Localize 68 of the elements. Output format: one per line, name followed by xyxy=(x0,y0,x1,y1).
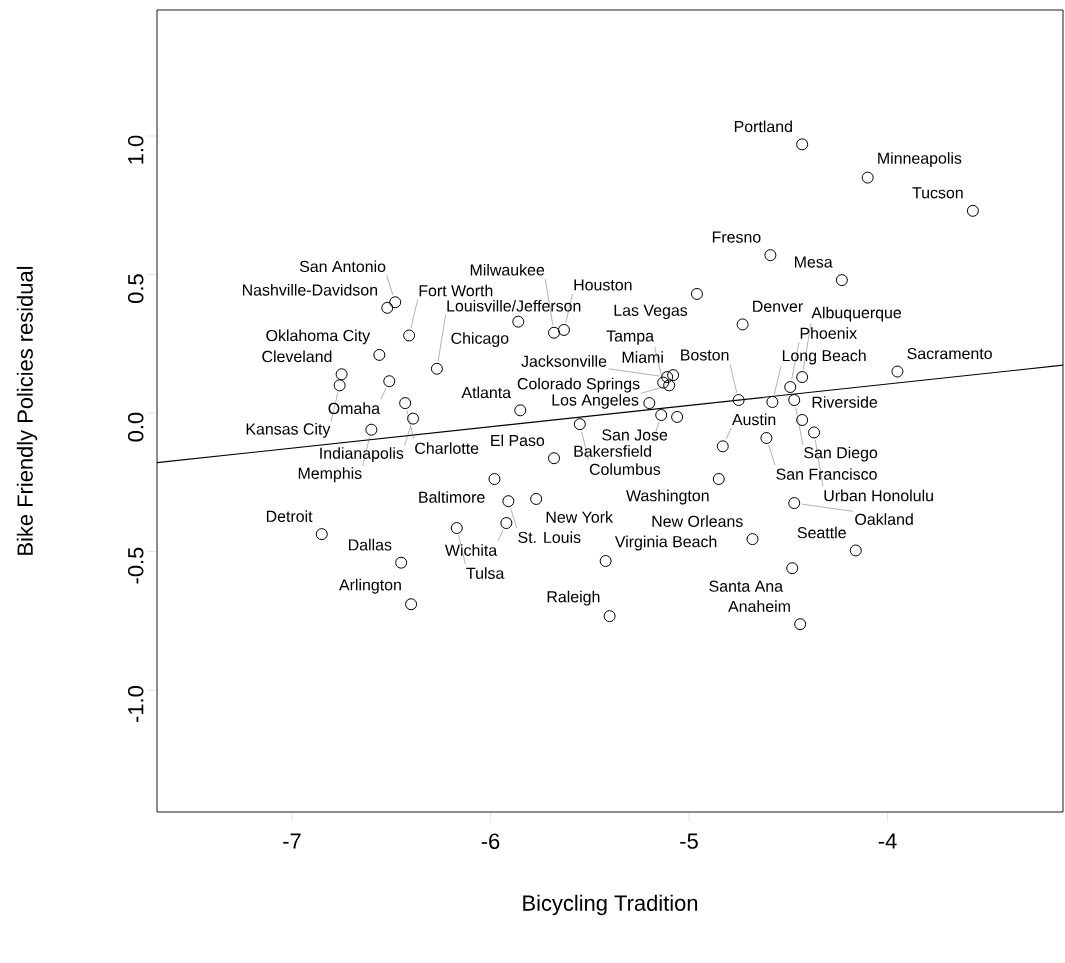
annotation: Raleigh xyxy=(547,590,600,606)
annotation: Houston xyxy=(574,279,632,291)
annotation: Colorado Springs xyxy=(517,377,640,393)
annotation: Tampa xyxy=(606,330,655,345)
annotation: Oakland xyxy=(855,513,913,525)
annotation: Santa Ana xyxy=(709,580,784,592)
annotation: Atlanta xyxy=(461,386,512,399)
annotation: Memphis xyxy=(298,467,362,483)
annotation: San Antonio xyxy=(299,260,386,273)
annotation: Seattle xyxy=(797,526,846,539)
annotation: Long Beach xyxy=(782,349,866,365)
annotation: Arlington xyxy=(339,578,401,594)
annotation: Denver xyxy=(753,300,803,312)
y-tick-label: 1.0 xyxy=(127,135,144,164)
annotation: New Orleans xyxy=(652,515,743,527)
x-axis-title: Bicycling Tradition xyxy=(523,894,698,916)
annotation: Jacksonville xyxy=(521,355,607,367)
annotation: Wichita xyxy=(444,544,498,556)
annotation: Los Angeles xyxy=(552,393,639,409)
annotation: San Diego xyxy=(804,446,878,462)
annotation: Baltimore xyxy=(419,491,485,503)
annotation: Portland xyxy=(734,120,792,133)
annotation: Charlotte xyxy=(415,442,479,454)
annotation: El Paso xyxy=(491,434,545,447)
annotation: St. Louis xyxy=(518,531,581,544)
annotation: Washington xyxy=(626,489,709,505)
annotation: San Jose xyxy=(602,429,668,441)
annotation: Omaha xyxy=(328,402,381,415)
y-tick-label: -0.5 xyxy=(127,547,144,584)
annotation: Mesa xyxy=(795,256,833,268)
annotation: Chicago xyxy=(451,332,509,348)
x-tick-label: -4 xyxy=(878,833,897,849)
annotation: Virginia Beach xyxy=(614,535,717,551)
y-tick-label: -1.0 xyxy=(127,686,144,723)
annotation: Minneapolis xyxy=(878,152,962,168)
annotation: Bakersfield xyxy=(574,445,651,457)
annotation: New York xyxy=(546,511,614,523)
annotation: Albuquerque xyxy=(811,306,902,322)
y-tick-label: 0.0 xyxy=(127,412,144,442)
annotation: Sacramento xyxy=(907,347,992,360)
annotation: Tucson xyxy=(912,187,963,199)
annotation: Urban Honolulu xyxy=(824,489,933,502)
annotation: Fresno xyxy=(712,231,761,243)
annotation: Detroit xyxy=(266,510,313,522)
annotation: Columbus xyxy=(589,463,661,476)
annotation: Fort Worth xyxy=(419,284,493,297)
y-axis-title: Bike Friendly Policies residual xyxy=(16,266,38,555)
x-tick-label: -5 xyxy=(680,833,698,849)
annotation: Milwaukee xyxy=(470,263,545,276)
annotation: Louisville/Jefferson xyxy=(447,299,581,312)
annotation: Las Vegas xyxy=(614,304,688,320)
annotation: San Francisco xyxy=(776,468,877,480)
y-tick-label: 0.5 xyxy=(127,274,144,303)
annotation: Riverside xyxy=(812,396,878,408)
x-tick-label: -6 xyxy=(481,833,500,850)
annotation: Tulsa xyxy=(466,567,505,579)
annotation: Indianapolis xyxy=(320,447,404,463)
annotation: Oklahoma City xyxy=(266,329,371,345)
annotation: Nashville-Davidson xyxy=(242,283,378,296)
annotation: Anaheim xyxy=(728,600,790,613)
annotation: Boston xyxy=(681,349,729,361)
annotation: Austin xyxy=(731,413,776,426)
annotation: Cleveland xyxy=(262,350,332,363)
annotation: Kansas City xyxy=(246,422,331,438)
x-tick-label: -7 xyxy=(283,833,301,849)
annotation: Phoenix xyxy=(800,327,857,339)
annotation: Miami xyxy=(622,351,663,363)
annotation: Dallas xyxy=(348,538,392,551)
